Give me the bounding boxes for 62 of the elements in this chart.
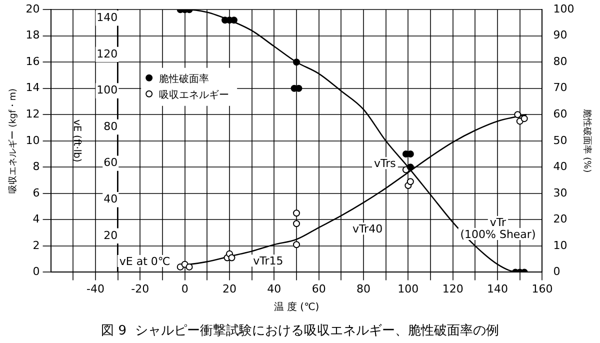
y-tick-label: 18 [26, 28, 40, 42]
point [406, 164, 414, 171]
point [293, 58, 300, 66]
y-tick-label: 0 [32, 265, 40, 278]
x-tick-label: 40 [267, 282, 282, 296]
y2-tick-label: 0 [553, 265, 560, 278]
y3-tick-label: 40 [104, 192, 118, 206]
point [514, 111, 522, 118]
x-tick-label: 160 [532, 282, 553, 296]
y2-tick-label: 10 [553, 238, 568, 252]
legend-label: 脆性破面率 [159, 72, 210, 85]
y-tick-label: 2 [32, 238, 40, 252]
annotation: vTr15 [253, 254, 284, 268]
y-tick-label: 12 [26, 108, 40, 120]
point [293, 210, 300, 217]
annotation: vTrs [374, 157, 396, 170]
y2-tick-label: 40 [553, 160, 568, 174]
y2-tick-label: 60 [553, 108, 568, 120]
point [406, 178, 414, 186]
y3-tick-label: 20 [104, 228, 118, 242]
x-axis-title: 温 度 (℃) [274, 300, 320, 313]
y2-tick-label: 70 [553, 81, 568, 94]
y2-tick-label: 100 [553, 2, 574, 16]
y2-tick-label: 90 [553, 28, 568, 42]
annotation: vTr (100% Shear) [460, 216, 536, 242]
y2-tick-label: 20 [553, 212, 568, 226]
y-tick-label: 8 [32, 160, 40, 174]
y2-tick-label: 50 [553, 134, 568, 147]
y3-tick-label: 80 [104, 120, 118, 133]
text: 図 9 シャルピー衝撃試験における吸収エネルギー、脆性破面率の例 [101, 322, 499, 339]
y-tick-label: 16 [26, 54, 40, 68]
x-tick-label: -40 [86, 282, 104, 296]
x-tick-label: 140 [487, 282, 508, 296]
point [293, 220, 300, 228]
annotation: vTr40 [352, 222, 383, 236]
y-tick-label: 6 [32, 186, 40, 200]
point [293, 241, 300, 248]
x-tick-label: 0 [181, 282, 188, 296]
annotation: vE at 0℃ [119, 254, 170, 268]
y-tick-label: 20 [26, 2, 40, 16]
x-tick-label: 120 [442, 282, 464, 296]
x-tick-label: -20 [131, 282, 150, 296]
y-axis-title: 吸収エネルギー (kgf・m) [8, 88, 19, 194]
y2-axis-title: 脆性破面率 (%) [581, 109, 592, 173]
y3-tick-label: 100 [96, 84, 118, 97]
y3-axis-title: vE (ft·lb) [71, 120, 82, 162]
y3-tick-label: 140 [96, 10, 118, 24]
point [186, 263, 193, 270]
legend-label: 吸収エネルギー [159, 88, 230, 101]
x-tick-label: 100 [398, 282, 419, 296]
y3-tick-label: 120 [96, 47, 118, 60]
y-tick-label: 10 [26, 134, 40, 147]
point [228, 254, 236, 262]
y-tick-label: 14 [26, 81, 40, 94]
y-tick-label: 4 [32, 212, 40, 226]
y3-tick-label: 60 [104, 156, 118, 170]
x-tick-label: 20 [222, 282, 236, 296]
point [520, 115, 528, 122]
x-tick-label: 80 [356, 282, 371, 296]
y2-tick-label: 80 [553, 54, 568, 68]
y2-tick-label: 30 [553, 186, 568, 200]
x-tick-label: 60 [312, 282, 326, 296]
